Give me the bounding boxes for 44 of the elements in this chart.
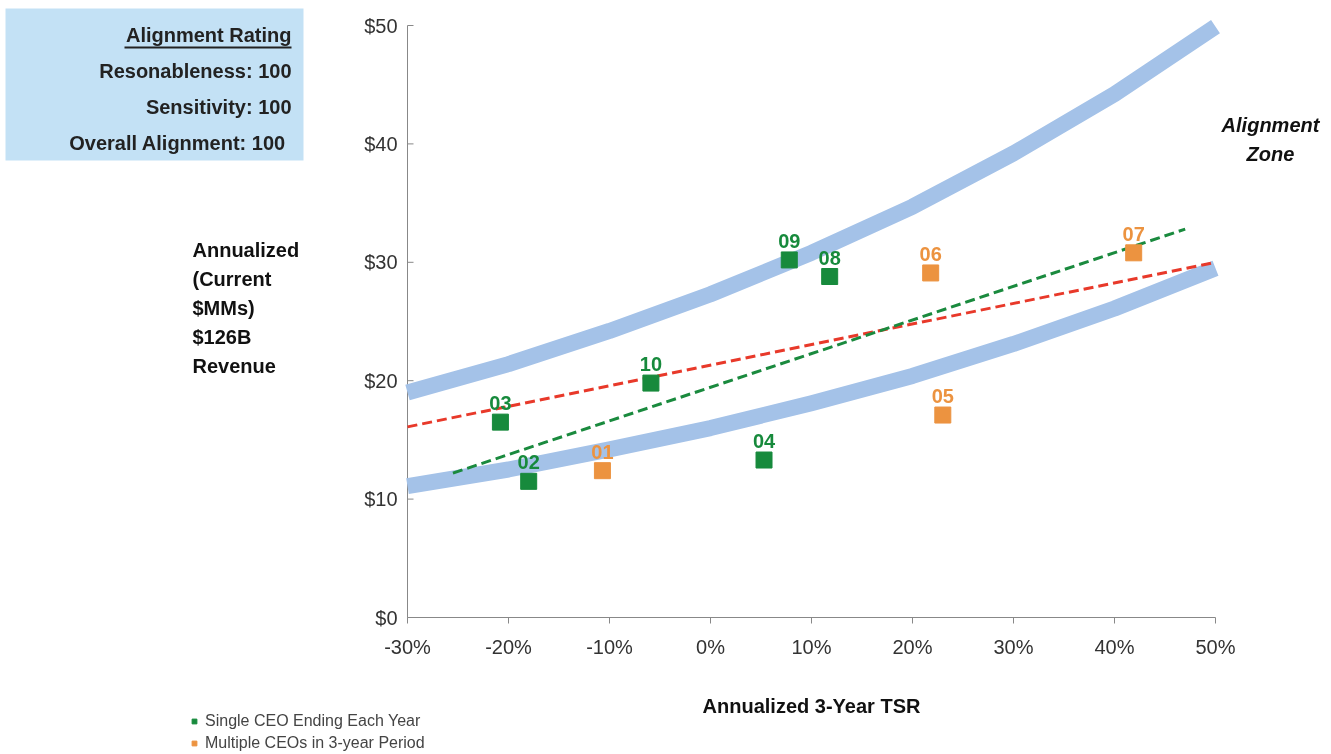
annotation: 03 bbox=[489, 392, 512, 415]
point bbox=[922, 264, 940, 282]
x-tick-label: 30% bbox=[993, 635, 1034, 658]
annotation: 01 bbox=[591, 440, 614, 463]
legend-label: Multiple CEOs in 3-year Period bbox=[205, 734, 425, 752]
legend-label: Single CEO Ending Each Year bbox=[205, 712, 421, 730]
x-tick-label: -20% bbox=[485, 635, 533, 658]
x-tick-label: 40% bbox=[1094, 635, 1135, 658]
annotation: 07 bbox=[1122, 222, 1145, 245]
y-tick-label: $0 bbox=[375, 606, 398, 629]
text: Sensitivity: 100 bbox=[145, 95, 292, 118]
annotation: 05 bbox=[931, 385, 954, 408]
annotation: 10 bbox=[639, 353, 663, 376]
annotation: 08 bbox=[818, 246, 841, 269]
point bbox=[1125, 244, 1143, 262]
y-tick-label: $20 bbox=[364, 369, 398, 392]
text: Resonableness: 100 bbox=[99, 59, 292, 82]
text: Overall Alignment: 100 bbox=[69, 131, 286, 154]
y-tick-label: $40 bbox=[364, 132, 398, 155]
text: Alignment Rating bbox=[125, 23, 292, 46]
point bbox=[780, 251, 798, 269]
x-axis-title: Annualized 3-Year TSR bbox=[702, 694, 921, 717]
x-tick-label: 20% bbox=[892, 635, 933, 658]
annotation: 06 bbox=[919, 242, 942, 265]
point bbox=[593, 462, 611, 480]
x-tick-label: 50% bbox=[1195, 635, 1236, 658]
point bbox=[934, 406, 952, 424]
y-tick-label: $10 bbox=[364, 488, 398, 511]
point bbox=[642, 374, 660, 392]
point bbox=[821, 268, 839, 286]
x-tick-label: -30% bbox=[384, 635, 432, 658]
text: Alignment Zone bbox=[1220, 113, 1321, 165]
annotation: 02 bbox=[517, 451, 540, 474]
x-tick-label: 10% bbox=[791, 635, 832, 658]
y-tick-label: $50 bbox=[364, 14, 398, 37]
annotation: 09 bbox=[778, 229, 801, 252]
y-tick-label: $30 bbox=[364, 251, 398, 274]
x-tick-label: -10% bbox=[586, 635, 634, 658]
point bbox=[755, 451, 773, 469]
point bbox=[520, 472, 538, 490]
y-axis-title: Annualized (Current $MMs) $126B Revenue bbox=[192, 238, 300, 377]
annotation: 04 bbox=[752, 430, 777, 453]
point bbox=[491, 413, 509, 431]
x-tick-label: 0% bbox=[696, 635, 726, 658]
